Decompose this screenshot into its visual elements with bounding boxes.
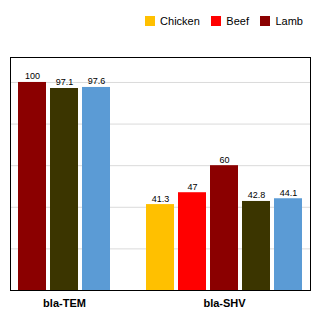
svg-text:bla-SHV: bla-SHV	[203, 297, 246, 309]
svg-text:42.8: 42.8	[248, 190, 266, 200]
svg-text:60: 60	[219, 154, 229, 164]
svg-text:47: 47	[187, 181, 197, 191]
html-text:Chicken: Chicken	[160, 14, 200, 27]
svg-text:41.3: 41.3	[152, 193, 170, 203]
svg-text:97.6: 97.6	[88, 76, 106, 86]
svg-text:44.1: 44.1	[280, 187, 298, 197]
svg-text:100: 100	[25, 71, 40, 81]
svg-text:97.1: 97.1	[56, 77, 74, 87]
html-text:Beef: Beef	[226, 14, 249, 27]
svg-text:bla-TEM: bla-TEM	[43, 297, 86, 309]
html-text:Lamb: Lamb	[275, 14, 303, 27]
